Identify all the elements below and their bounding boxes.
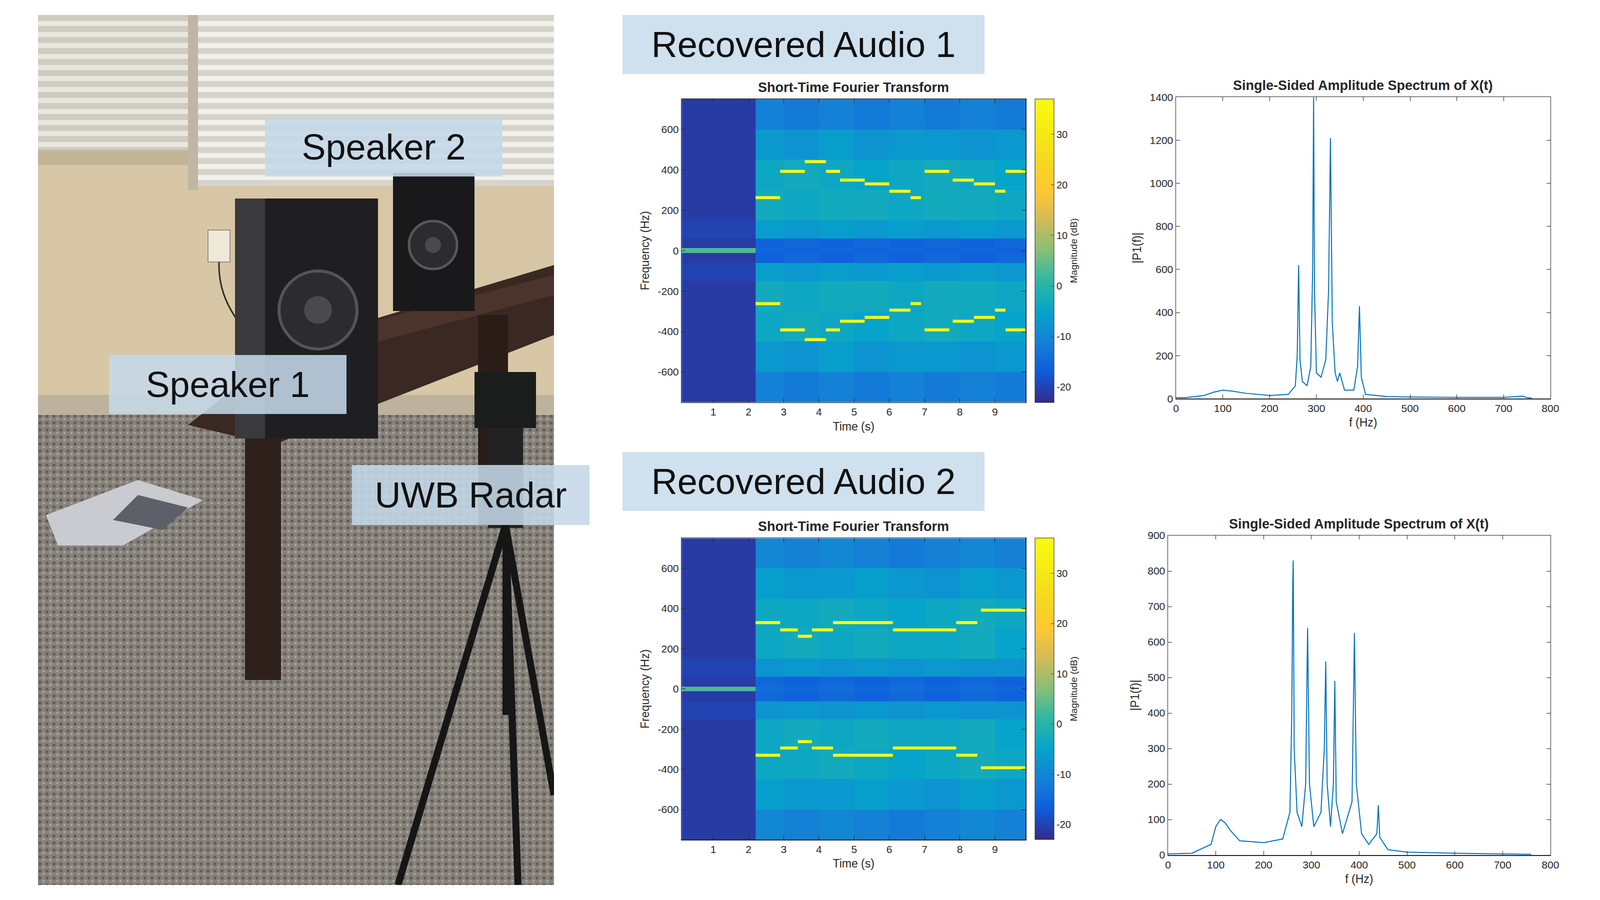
svg-text:800: 800 — [1155, 220, 1173, 232]
svg-text:|P1(f)|: |P1(f)| — [1128, 680, 1142, 711]
svg-text:2: 2 — [745, 843, 752, 855]
svg-text:7: 7 — [921, 843, 928, 855]
svg-text:3: 3 — [781, 843, 787, 855]
svg-text:100: 100 — [1214, 402, 1232, 414]
svg-text:6: 6 — [886, 406, 893, 418]
svg-text:Time (s): Time (s) — [832, 857, 874, 870]
svg-text:800: 800 — [1147, 565, 1165, 577]
svg-text:-20: -20 — [1056, 819, 1071, 830]
svg-text:-400: -400 — [657, 325, 679, 337]
svg-text:100: 100 — [1207, 859, 1225, 871]
svg-text:200: 200 — [661, 643, 679, 655]
svg-text:5: 5 — [851, 843, 857, 855]
svg-text:Single-Sided Amplitude Spectru: Single-Sided Amplitude Spectrum of X(t) — [1233, 78, 1493, 93]
svg-text:0: 0 — [1173, 402, 1179, 414]
svg-text:600: 600 — [661, 562, 679, 574]
svg-text:Magnitude (dB): Magnitude (dB) — [1068, 656, 1079, 722]
svg-text:f (Hz): f (Hz) — [1349, 416, 1377, 429]
svg-text:700: 700 — [1495, 402, 1513, 414]
svg-text:600: 600 — [661, 123, 679, 135]
svg-text:0: 0 — [673, 245, 679, 257]
svg-text:0: 0 — [1056, 280, 1062, 292]
html-text:Speaker 1: Speaker 1 — [145, 364, 310, 405]
svg-text:Short-Time Fourier Transform: Short-Time Fourier Transform — [758, 519, 949, 534]
svg-text:200: 200 — [1147, 778, 1165, 790]
svg-text:400: 400 — [1354, 402, 1372, 414]
html-text:Speaker 2: Speaker 2 — [301, 127, 466, 167]
html-text:Recovered Audio 2: Recovered Audio 2 — [651, 461, 956, 502]
svg-text:7: 7 — [921, 406, 928, 418]
svg-text:30: 30 — [1056, 129, 1068, 140]
svg-text:0: 0 — [1167, 393, 1174, 405]
svg-text:20: 20 — [1056, 179, 1068, 191]
svg-text:0: 0 — [1056, 718, 1062, 730]
svg-text:Single-Sided Amplitude Spectru: Single-Sided Amplitude Spectrum of X(t) — [1229, 516, 1489, 532]
svg-text:500: 500 — [1147, 671, 1165, 683]
svg-text:400: 400 — [1155, 306, 1173, 318]
svg-text:400: 400 — [1350, 859, 1368, 871]
svg-text:1: 1 — [710, 843, 717, 855]
svg-text:30: 30 — [1056, 568, 1068, 579]
svg-text:|P1(f)|: |P1(f)| — [1130, 232, 1144, 264]
svg-text:-600: -600 — [657, 803, 679, 815]
html-text:Recovered Audio 1: Recovered Audio 1 — [651, 24, 956, 65]
svg-text:200: 200 — [661, 204, 679, 216]
svg-text:1000: 1000 — [1150, 177, 1174, 189]
svg-text:5: 5 — [851, 406, 857, 418]
svg-text:2: 2 — [745, 406, 752, 418]
svg-text:0: 0 — [673, 683, 679, 695]
svg-text:9: 9 — [992, 406, 998, 418]
svg-text:300: 300 — [1302, 859, 1320, 871]
html-text:UWB Radar: UWB Radar — [374, 475, 567, 515]
svg-text:4: 4 — [816, 406, 822, 418]
svg-text:1200: 1200 — [1150, 134, 1174, 146]
svg-text:8: 8 — [957, 406, 963, 418]
svg-text:Magnitude (dB): Magnitude (dB) — [1068, 218, 1079, 283]
svg-text:4: 4 — [816, 843, 822, 855]
svg-text:200: 200 — [1255, 859, 1273, 871]
svg-text:400: 400 — [661, 164, 679, 176]
svg-text:600: 600 — [1448, 402, 1466, 414]
svg-text:10: 10 — [1056, 230, 1068, 241]
svg-text:900: 900 — [1147, 529, 1165, 541]
svg-text:700: 700 — [1494, 859, 1512, 871]
svg-text:9: 9 — [992, 843, 998, 855]
svg-text:500: 500 — [1398, 859, 1416, 871]
svg-text:-600: -600 — [657, 366, 679, 378]
svg-text:6: 6 — [886, 843, 893, 855]
svg-text:-200: -200 — [657, 285, 679, 297]
svg-text:8: 8 — [957, 843, 963, 855]
svg-text:Time (s): Time (s) — [832, 420, 874, 433]
svg-text:Frequency (Hz): Frequency (Hz) — [638, 649, 652, 729]
svg-text:600: 600 — [1155, 263, 1173, 275]
svg-text:600: 600 — [1446, 859, 1464, 871]
svg-text:1400: 1400 — [1150, 91, 1174, 103]
svg-text:1: 1 — [710, 406, 717, 418]
svg-text:200: 200 — [1155, 350, 1173, 362]
svg-text:700: 700 — [1147, 600, 1165, 612]
svg-text:600: 600 — [1147, 636, 1165, 648]
svg-text:Short-Time Fourier Transform: Short-Time Fourier Transform — [758, 80, 949, 95]
svg-text:Frequency (Hz): Frequency (Hz) — [638, 211, 652, 290]
svg-text:100: 100 — [1147, 813, 1165, 825]
svg-text:300: 300 — [1307, 402, 1325, 414]
svg-text:500: 500 — [1401, 402, 1419, 414]
svg-text:800: 800 — [1541, 402, 1559, 414]
svg-text:-200: -200 — [657, 723, 679, 735]
svg-text:f (Hz): f (Hz) — [1345, 872, 1373, 886]
svg-text:-20: -20 — [1056, 381, 1071, 393]
svg-text:800: 800 — [1541, 859, 1559, 871]
svg-text:-10: -10 — [1056, 331, 1071, 342]
svg-text:0: 0 — [1159, 849, 1166, 861]
svg-text:400: 400 — [1147, 707, 1165, 719]
svg-text:20: 20 — [1056, 618, 1068, 629]
svg-text:3: 3 — [781, 406, 787, 418]
svg-text:10: 10 — [1056, 668, 1068, 680]
svg-text:200: 200 — [1261, 402, 1279, 414]
svg-text:0: 0 — [1165, 859, 1171, 871]
svg-text:400: 400 — [661, 602, 679, 614]
svg-text:-10: -10 — [1056, 769, 1071, 780]
svg-text:-400: -400 — [657, 763, 679, 775]
svg-text:300: 300 — [1147, 742, 1165, 754]
